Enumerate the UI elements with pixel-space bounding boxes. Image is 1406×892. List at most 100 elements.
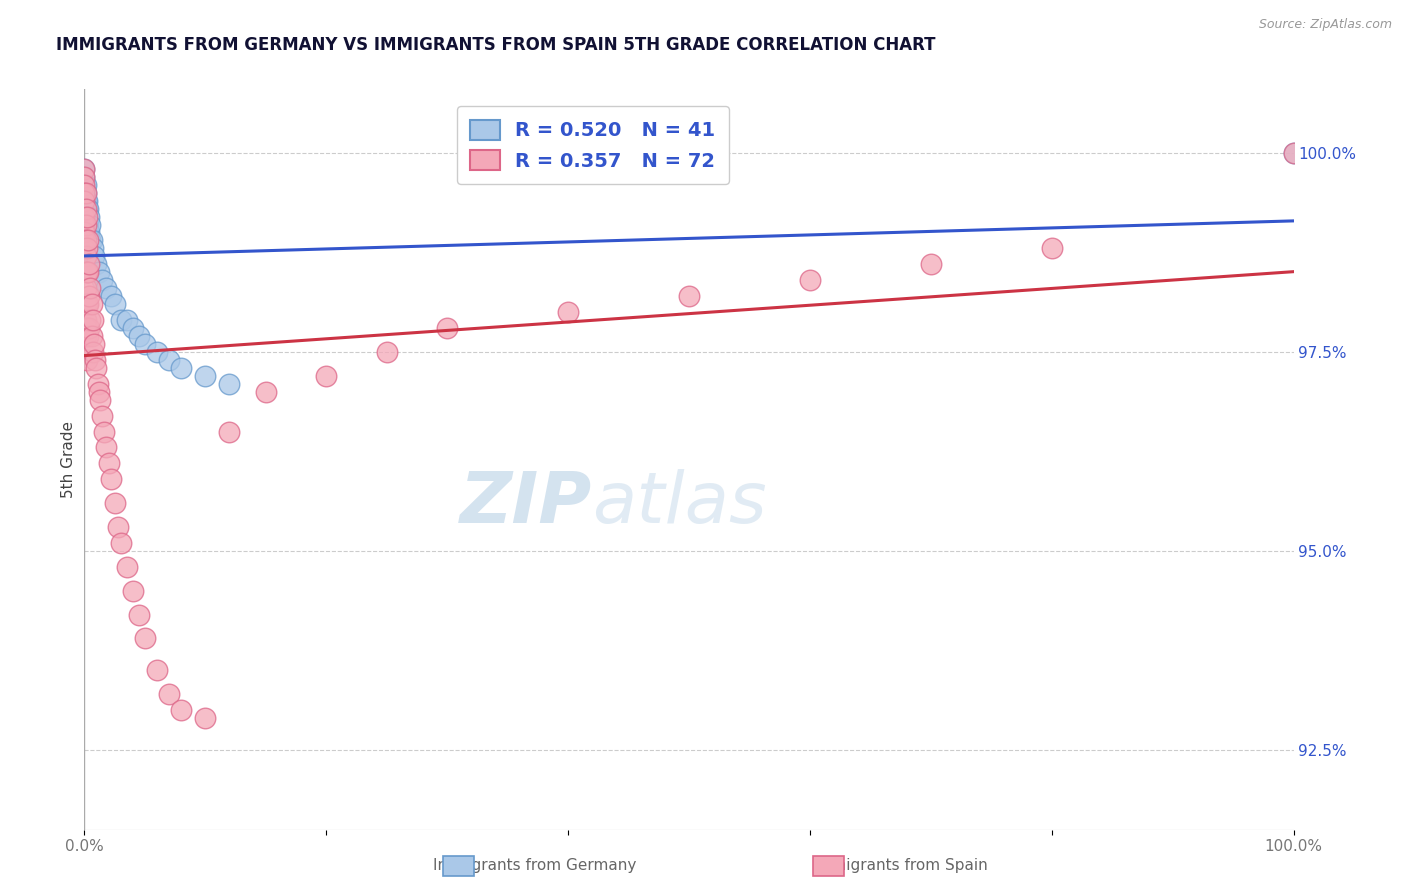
Point	[86, 360, 108, 375]
Point	[77, 226, 100, 240]
Point	[84, 352, 107, 367]
Text: IMMIGRANTS FROM GERMANY VS IMMIGRANTS FROM SPAIN 5TH GRADE CORRELATION CHART: IMMIGRANTS FROM GERMANY VS IMMIGRANTS FR…	[56, 36, 936, 54]
Point	[91, 273, 114, 287]
Point	[76, 194, 98, 208]
Point	[218, 425, 240, 439]
Point	[77, 218, 100, 232]
Point	[75, 202, 97, 216]
Point	[73, 178, 96, 192]
Point	[86, 257, 108, 271]
Point	[75, 281, 97, 295]
Point	[93, 425, 115, 439]
Point	[75, 297, 97, 311]
Point	[77, 297, 100, 311]
Point	[73, 186, 96, 200]
Point	[104, 496, 127, 510]
Point	[73, 178, 96, 192]
Point	[73, 226, 96, 240]
Point	[170, 703, 193, 717]
Point	[73, 169, 96, 184]
Point	[83, 337, 105, 351]
Point	[920, 257, 942, 271]
Point	[77, 321, 100, 335]
Point	[76, 241, 98, 255]
Point	[375, 345, 398, 359]
Point	[218, 376, 240, 391]
Point	[75, 265, 97, 279]
Point	[557, 305, 579, 319]
Point	[315, 368, 337, 383]
Point	[128, 329, 150, 343]
Point	[77, 202, 100, 216]
Point	[1282, 145, 1305, 160]
Point	[134, 632, 156, 646]
Point	[75, 186, 97, 200]
Point	[678, 289, 700, 303]
Point	[76, 352, 98, 367]
Point	[121, 583, 143, 598]
Point	[128, 607, 150, 622]
Point	[76, 210, 98, 224]
Point	[194, 368, 217, 383]
Point	[87, 384, 110, 399]
Point	[77, 210, 100, 224]
Point	[170, 360, 193, 375]
Point	[104, 297, 127, 311]
Point	[91, 409, 114, 423]
Point	[100, 289, 122, 303]
Point	[73, 210, 96, 224]
Point	[86, 376, 108, 391]
Point	[94, 441, 117, 455]
Point	[115, 559, 138, 574]
Point	[121, 321, 143, 335]
Point	[157, 687, 180, 701]
Point	[77, 265, 100, 279]
Point	[75, 178, 97, 192]
Legend: R = 0.520   N = 41, R = 0.357   N = 72: R = 0.520 N = 41, R = 0.357 N = 72	[457, 106, 728, 185]
Point	[75, 202, 97, 216]
Point	[76, 265, 98, 279]
Point	[146, 345, 169, 359]
Point	[110, 536, 132, 550]
Point	[194, 711, 217, 725]
Text: atlas: atlas	[592, 469, 766, 538]
Point	[76, 321, 98, 335]
Point	[73, 161, 96, 176]
Point	[75, 249, 97, 263]
Point	[254, 384, 277, 399]
Point	[76, 218, 98, 232]
Point	[79, 313, 101, 327]
Point	[73, 161, 96, 176]
Point	[75, 329, 97, 343]
Point	[82, 241, 104, 255]
Text: Source: ZipAtlas.com: Source: ZipAtlas.com	[1258, 18, 1392, 31]
Point	[87, 265, 110, 279]
Text: Immigrants from Germany: Immigrants from Germany	[433, 858, 636, 872]
Point	[75, 194, 97, 208]
Point	[1040, 241, 1063, 255]
Point	[94, 281, 117, 295]
Y-axis label: 5th Grade: 5th Grade	[60, 421, 76, 498]
Point	[82, 313, 104, 327]
Point	[73, 169, 96, 184]
Point	[73, 194, 96, 208]
Point	[73, 202, 96, 216]
Point	[146, 664, 169, 678]
Point	[77, 329, 100, 343]
Point	[77, 234, 100, 248]
Point	[83, 249, 105, 263]
Point	[75, 186, 97, 200]
Point	[82, 345, 104, 359]
Text: ZIP: ZIP	[460, 469, 592, 538]
Point	[110, 313, 132, 327]
Point	[97, 456, 120, 470]
Point	[73, 194, 96, 208]
Point	[76, 202, 98, 216]
Point	[80, 329, 103, 343]
Point	[77, 289, 100, 303]
Point	[76, 297, 98, 311]
Point	[107, 520, 129, 534]
Point	[79, 281, 101, 295]
Point	[799, 273, 821, 287]
Point	[436, 321, 458, 335]
